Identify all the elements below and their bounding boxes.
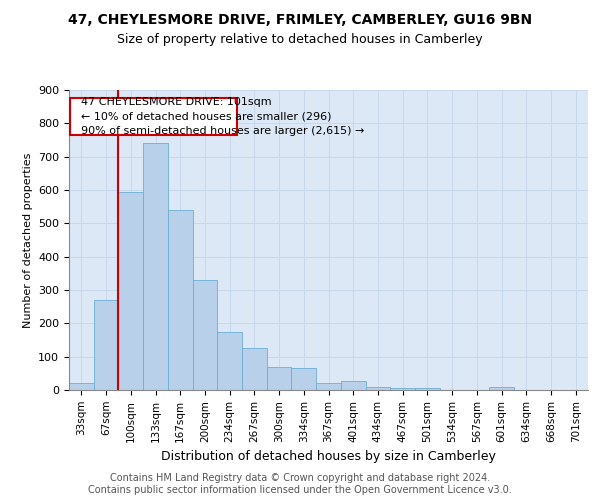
Bar bbox=[168, 210, 193, 390]
Bar bbox=[316, 384, 341, 390]
Y-axis label: Number of detached properties: Number of detached properties bbox=[23, 152, 32, 328]
Text: Contains HM Land Registry data © Crown copyright and database right 2024.
Contai: Contains HM Land Registry data © Crown c… bbox=[88, 474, 512, 495]
FancyBboxPatch shape bbox=[70, 98, 237, 135]
Bar bbox=[390, 388, 415, 390]
Text: 47, CHEYLESMORE DRIVE, FRIMLEY, CAMBERLEY, GU16 9BN: 47, CHEYLESMORE DRIVE, FRIMLEY, CAMBERLE… bbox=[68, 12, 532, 26]
Bar bbox=[292, 368, 316, 390]
Bar bbox=[415, 388, 440, 390]
Bar bbox=[193, 280, 217, 390]
Bar bbox=[143, 144, 168, 390]
Bar bbox=[69, 384, 94, 390]
Text: Size of property relative to detached houses in Camberley: Size of property relative to detached ho… bbox=[117, 32, 483, 46]
Bar bbox=[267, 366, 292, 390]
Bar bbox=[242, 348, 267, 390]
X-axis label: Distribution of detached houses by size in Camberley: Distribution of detached houses by size … bbox=[161, 450, 496, 463]
Bar bbox=[341, 380, 365, 390]
Bar bbox=[118, 192, 143, 390]
Bar bbox=[489, 388, 514, 390]
Text: 47 CHEYLESMORE DRIVE: 101sqm
  ← 10% of detached houses are smaller (296)
  90% : 47 CHEYLESMORE DRIVE: 101sqm ← 10% of de… bbox=[74, 97, 364, 136]
Bar bbox=[94, 300, 118, 390]
Bar bbox=[365, 388, 390, 390]
Bar bbox=[217, 332, 242, 390]
